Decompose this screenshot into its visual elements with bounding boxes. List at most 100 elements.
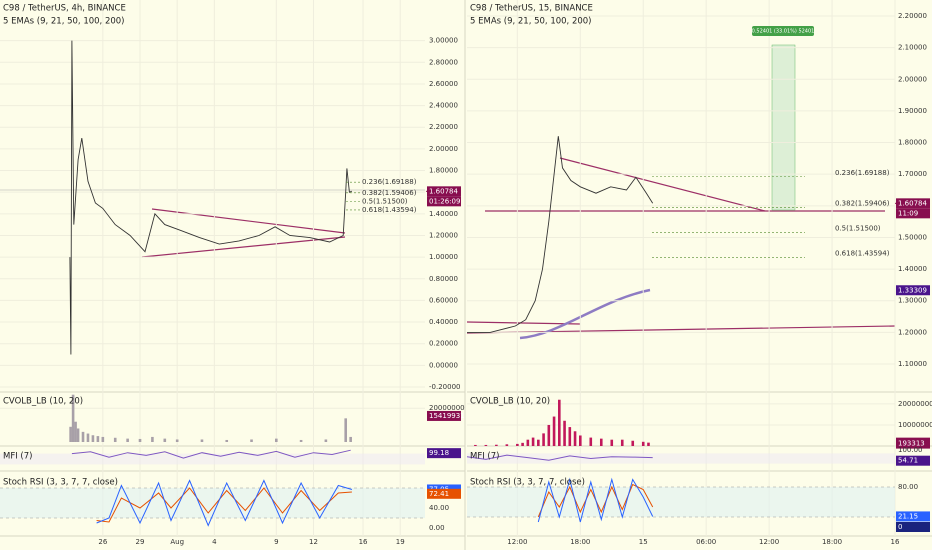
volume-bar — [138, 438, 142, 442]
volume-bar — [578, 435, 582, 446]
y-tick-label: 0.60000 — [429, 296, 458, 304]
x-tick-label: 12:00 — [507, 538, 527, 546]
x-tick-label: 15 — [639, 538, 648, 546]
x-tick-label: 26 — [98, 538, 107, 546]
x-tick-label: 06:00 — [696, 538, 716, 546]
y-tick-label: 2.00000 — [898, 75, 927, 83]
price-line — [467, 136, 654, 333]
y-tick-label: 1.10000 — [898, 360, 927, 368]
volume-last-box — [427, 410, 461, 421]
y-tick-label: 0.40000 — [429, 318, 458, 326]
y-tick-label: 0.20000 — [429, 340, 458, 348]
stoch-k-line — [96, 479, 353, 527]
volume-bar — [74, 421, 77, 442]
mfi-last-box — [896, 455, 930, 466]
volume-bar — [620, 439, 624, 446]
x-tick-label: 16 — [891, 538, 900, 546]
volume-bar — [69, 426, 72, 442]
trendline — [151, 208, 346, 234]
volume-bar — [175, 439, 179, 442]
y-tick-label: 3.00000 — [429, 37, 458, 45]
y-tick-label: 2.20000 — [898, 12, 927, 20]
y-tick-label: 1.50000 — [898, 233, 927, 241]
volume-bar — [542, 433, 545, 446]
volume-bar — [552, 416, 556, 446]
y-tick-label: 80.00 — [898, 483, 918, 491]
volume-bar — [275, 438, 278, 442]
volume-bar — [76, 428, 80, 442]
chart-title: C98 / TetherUS, 4h, BINANCE — [3, 4, 126, 14]
mfi-last: 99.18 — [429, 449, 449, 457]
volume-bar — [495, 444, 498, 446]
y-tick-label: 1.40000 — [898, 265, 927, 273]
y-tick-label: 2.10000 — [898, 44, 927, 52]
volume-last: 15419931 — [429, 412, 465, 420]
measure-label: 0.52401 (33.01%) 52401 — [752, 29, 815, 35]
y-tick-label: 1.40000 — [429, 210, 458, 218]
pane-title: Stoch RSI (3, 3, 7, 7, close) — [470, 478, 585, 488]
volume-bar — [344, 418, 347, 442]
y-tick-label: -0.20000 — [429, 383, 460, 391]
volume-bar — [568, 427, 572, 446]
stoch-k-line — [537, 477, 654, 523]
stoch-d-last: 0 — [898, 523, 902, 531]
countdown: 01:26:09 — [429, 197, 460, 205]
volume-bar — [505, 444, 509, 446]
x-tick-label: 16 — [359, 538, 368, 546]
fib-label: 0.618(1.43594) — [835, 250, 890, 258]
y-tick-label: 2.40000 — [429, 102, 458, 110]
x-tick-label: 4 — [212, 538, 217, 546]
stoch-k-last-box — [896, 511, 930, 522]
measure-label-box — [752, 26, 814, 36]
stoch-d-last-box — [427, 488, 461, 499]
y-tick-label: 100.00 — [898, 446, 923, 454]
fib-label: 0.382(1.59406) — [362, 189, 417, 197]
last-price-box — [427, 186, 461, 197]
stoch-band — [0, 488, 425, 518]
volume-bar — [474, 444, 477, 446]
volume-bar — [151, 436, 154, 442]
volume-bar — [91, 435, 95, 442]
x-tick-label: 18:00 — [570, 538, 590, 546]
x-tick-label: 12 — [309, 538, 318, 546]
fib-label: 0.5(1.51500) — [835, 225, 881, 233]
volume-bar — [589, 437, 593, 446]
price-line — [69, 40, 353, 355]
ema-legend: 5 EMAs (9, 21, 50, 100, 200) — [470, 17, 592, 27]
y-tick-label: 1.90000 — [898, 107, 927, 115]
stoch-band — [467, 487, 895, 517]
y-tick-label: 0.00 — [429, 524, 445, 532]
last-price-box — [896, 198, 930, 209]
volume-bar — [537, 439, 540, 446]
volume-bar — [250, 439, 253, 442]
y-tick-label: 0.00000 — [429, 361, 458, 369]
countdown-box — [896, 208, 930, 219]
y-tick-label: 2.20000 — [429, 123, 458, 131]
x-tick-label: Aug — [170, 538, 184, 546]
mfi-last-box — [427, 448, 461, 459]
fib-label: 0.236(1.69188) — [362, 178, 417, 186]
volume-bar — [558, 399, 561, 446]
last-price: 1.60784 — [429, 187, 458, 195]
mfi-line — [71, 449, 351, 459]
y-tick-label: 2.80000 — [429, 58, 458, 66]
x-tick-label: 12:00 — [759, 538, 779, 546]
pane-title: Stoch RSI (3, 3, 7, 7, close) — [3, 478, 118, 488]
pane-title: CVOLB_LB (10, 20) — [470, 397, 550, 407]
stoch-d-last-box — [896, 522, 930, 532]
volume-bar — [526, 439, 530, 446]
y-tick-label: 20000000 — [898, 400, 932, 408]
y-tick-label: 1.00000 — [429, 253, 458, 261]
fib-label: 0.236(1.69188) — [835, 169, 890, 177]
x-tick-label: 29 — [136, 538, 145, 546]
ema-legend: 5 EMAs (9, 21, 50, 100, 200) — [3, 17, 125, 27]
fib-label: 0.5(1.51500) — [362, 197, 408, 205]
volume-bar — [324, 439, 328, 442]
last-price: 1.60784 — [898, 199, 927, 207]
measure-box — [771, 44, 796, 211]
trendline — [466, 321, 581, 325]
y-tick-label: 2.00000 — [429, 145, 458, 153]
ema-last-box — [896, 285, 930, 296]
stoch-d-last: 72.41 — [429, 490, 449, 498]
y-tick-label: 20000000 — [429, 404, 465, 412]
